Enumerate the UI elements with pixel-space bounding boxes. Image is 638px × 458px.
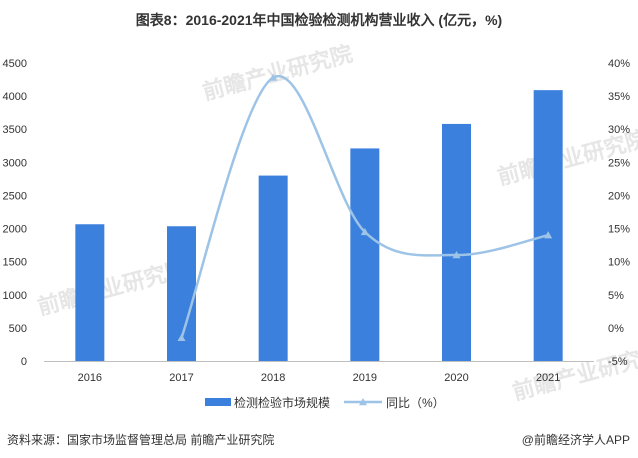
x-tick-label: 2016	[78, 372, 102, 384]
legend: 检测检验市场规模 同比（%）	[205, 395, 445, 410]
left-tick-label: 3500	[3, 124, 27, 136]
legend-line-label: 同比（%）	[386, 396, 445, 410]
left-tick-label: 4500	[3, 58, 27, 70]
right-tick-label: 10%	[608, 257, 630, 269]
x-axis-labels: 2016 2017 2018 2019 2020 2021	[78, 372, 561, 384]
yoy-point	[544, 231, 553, 239]
right-tick-label: 15%	[608, 224, 630, 236]
right-axis: -5% 0% 5% 10% 15% 20% 25% 30% 35% 40%	[608, 58, 630, 368]
watermark-text: 前瞻产业研究院	[510, 341, 638, 405]
left-tick-label: 1000	[3, 290, 27, 302]
bar-2019	[350, 148, 380, 361]
chart-title: 图表8：2016-2021年中国检验检测机构营业收入 (亿元，%)	[135, 12, 503, 28]
bar-2021	[533, 90, 563, 361]
bar-series	[75, 90, 563, 362]
bar-2020	[442, 123, 471, 362]
left-tick-label: 2000	[3, 224, 27, 236]
x-tick-label: 2020	[444, 372, 468, 384]
right-tick-label: -5%	[608, 356, 628, 368]
x-tick-label: 2021	[536, 372, 560, 384]
brand-label: @前瞻经济学人APP	[521, 433, 630, 447]
bar-2018	[258, 175, 288, 361]
right-tick-label: 0%	[608, 323, 624, 335]
yoy-points	[177, 73, 553, 342]
left-tick-label: 3000	[3, 157, 27, 169]
source-note: 资料来源：国家市场监督管理总局 前瞻产业研究院	[7, 433, 275, 447]
left-tick-label: 0	[21, 356, 27, 368]
legend-bar-label: 检测检验市场规模	[234, 395, 330, 410]
right-tick-label: 5%	[608, 290, 624, 302]
left-tick-label: 500	[9, 323, 27, 335]
yoy-point	[177, 333, 186, 342]
yoy-point	[360, 227, 369, 236]
left-tick-label: 2500	[3, 190, 27, 202]
right-tick-label: 25%	[608, 157, 630, 169]
left-tick-label: 4000	[3, 91, 27, 103]
watermark-text: 前瞻产业研究院	[35, 256, 190, 320]
left-axis: 0 500 1000 1500 2000 2500 3000 3500 4000 4500	[3, 58, 27, 368]
watermark-text: 前瞻产业研究院	[200, 41, 355, 105]
yoy-line	[180, 74, 549, 339]
x-tick-label: 2018	[261, 372, 285, 384]
yoy-point	[452, 251, 461, 259]
legend-line-marker	[359, 398, 367, 406]
right-tick-label: 20%	[608, 190, 630, 202]
x-tick-label: 2019	[353, 372, 377, 384]
yoy-point	[269, 73, 278, 81]
left-tick-label: 1500	[3, 257, 27, 269]
right-tick-label: 30%	[608, 124, 630, 136]
right-tick-label: 35%	[608, 91, 630, 103]
x-tick-label: 2017	[169, 372, 193, 384]
right-tick-label: 40%	[608, 58, 630, 70]
bar-2016	[75, 224, 105, 361]
legend-bar-swatch	[205, 398, 231, 406]
